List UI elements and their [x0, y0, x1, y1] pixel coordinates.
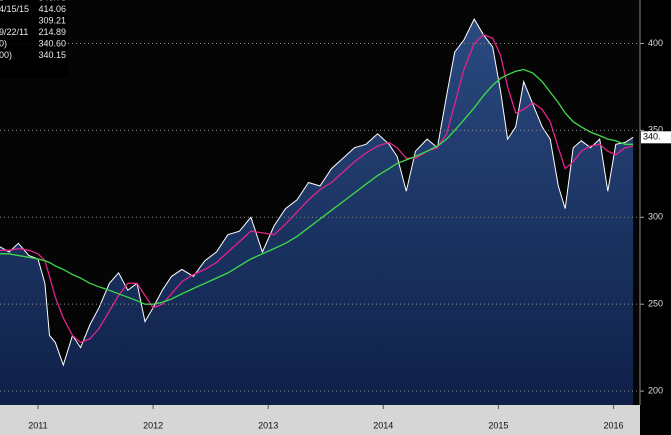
info-panel — [0, 0, 68, 78]
last-value-label: 340. — [643, 132, 661, 142]
info-text: 0) — [0, 38, 7, 48]
info-text: 9/22/11 — [0, 27, 28, 37]
series-line — [0, 18, 634, 367]
y-tick-label: 400 — [648, 38, 663, 48]
x-tick-label: 2013 — [258, 420, 278, 430]
info-text: 309.21 — [38, 15, 66, 25]
series-line — [0, 34, 634, 344]
series-line — [0, 68, 634, 305]
y-tick-label: 350 — [648, 125, 663, 135]
y-tick-label: 250 — [648, 299, 663, 309]
x-tick-label: 2014 — [373, 420, 393, 430]
x-tick-label: 2015 — [488, 420, 508, 430]
info-text: 414.06 — [38, 4, 66, 14]
info-text: 346.75 — [38, 0, 66, 2]
x-tick-label: 2016 — [604, 420, 624, 430]
last-value-box — [641, 131, 671, 144]
info-text: 8 — [0, 0, 4, 2]
info-text: 340.15 — [38, 50, 66, 60]
info-text: 214.89 — [38, 27, 66, 37]
x-axis-band — [0, 405, 640, 435]
x-tick-label: 2011 — [28, 420, 47, 430]
y-tick-label: 200 — [648, 385, 663, 395]
x-tick-label: 2012 — [143, 420, 163, 430]
area — [0, 19, 634, 405]
info-text: 4/15/15 — [0, 4, 29, 14]
info-text: 340.60 — [38, 38, 66, 48]
info-text: 00) — [0, 50, 12, 60]
y-tick-label: 300 — [648, 212, 663, 222]
